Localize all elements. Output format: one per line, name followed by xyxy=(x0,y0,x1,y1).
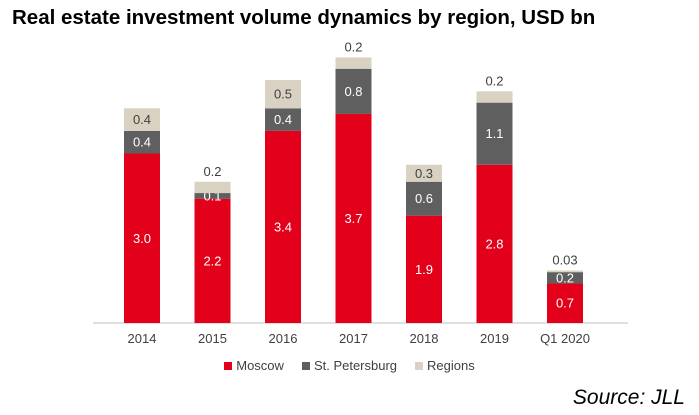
bar-moscow-2015 xyxy=(194,198,231,323)
legend: Moscow St. Petersburg Regions xyxy=(0,358,699,373)
legend-label-moscow: Moscow xyxy=(236,358,284,373)
data-label-regions-2017: 0.2 xyxy=(344,39,362,54)
legend-label-st-petersburg: St. Petersburg xyxy=(313,358,398,373)
data-label-moscow-2017: 3.7 xyxy=(344,211,362,226)
bar-moscow-2019 xyxy=(476,164,513,323)
data-label-st-petersburg-2017: 0.8 xyxy=(344,84,362,99)
data-label-regions-2014: 0.4 xyxy=(133,112,151,127)
bar-moscow-2017 xyxy=(335,113,372,323)
bar-regions-2016 xyxy=(265,80,301,109)
bar-moscow-2016 xyxy=(265,130,301,323)
data-label-moscow-2014: 3.0 xyxy=(133,231,151,246)
legend-swatch-st-petersburg xyxy=(301,361,310,370)
data-label-moscow-q1-2020: 0.7 xyxy=(556,296,574,311)
bar-moscow-2018 xyxy=(406,215,442,323)
x-tick-2019: 2019 xyxy=(480,331,509,346)
legend-item-moscow: Moscow xyxy=(224,358,284,373)
data-label-st-petersburg-2019: 1.1 xyxy=(485,126,503,141)
bar-regions-2014 xyxy=(124,108,160,131)
data-label-st-petersburg-2016: 0.4 xyxy=(274,112,292,127)
data-label-regions-q1-2020: 0.03 xyxy=(552,252,577,267)
data-label-moscow-2018: 1.9 xyxy=(415,262,433,277)
bar-st-petersburg-2018 xyxy=(406,181,442,216)
bar-st-petersburg-2015 xyxy=(194,193,231,199)
bars-group: 3.00.40.42.20.10.23.40.40.53.70.80.21.90… xyxy=(124,39,583,323)
x-tick-labels: 2014 2015 2016 2017 2018 2019 Q1 2020 xyxy=(128,331,590,346)
bar-st-petersburg-q1-2020 xyxy=(547,272,583,284)
bar-regions-2015 xyxy=(194,181,231,194)
data-label-moscow-2019: 2.8 xyxy=(485,236,503,251)
x-tick-2017: 2017 xyxy=(339,331,368,346)
legend-item-st-petersburg: St. Petersburg xyxy=(301,358,398,373)
x-tick-2018: 2018 xyxy=(410,331,439,346)
bar-st-petersburg-2019 xyxy=(476,102,513,165)
bar-st-petersburg-2017 xyxy=(335,68,372,114)
chart-title: Real estate investment volume dynamics b… xyxy=(12,6,596,29)
legend-swatch-moscow xyxy=(224,361,233,370)
data-label-moscow-2016: 3.4 xyxy=(274,219,292,234)
bar-st-petersburg-2014 xyxy=(124,130,160,154)
x-tick-2014: 2014 xyxy=(128,331,157,346)
data-label-regions-2016: 0.5 xyxy=(274,87,292,102)
legend-item-regions: Regions xyxy=(415,358,475,373)
data-label-st-petersburg-2014: 0.4 xyxy=(133,135,151,150)
data-label-st-petersburg-2018: 0.6 xyxy=(415,191,433,206)
legend-label-regions: Regions xyxy=(427,358,475,373)
x-tick-2016: 2016 xyxy=(269,331,298,346)
bar-regions-2017 xyxy=(335,57,372,69)
bar-regions-2018 xyxy=(406,164,442,182)
data-label-moscow-2015: 2.2 xyxy=(203,253,221,268)
bar-regions-q1-2020 xyxy=(547,270,583,273)
source-note: Source: JLL xyxy=(572,386,685,409)
data-label-regions-2018: 0.3 xyxy=(415,166,433,181)
legend-swatch-regions xyxy=(415,361,424,370)
data-label-st-petersburg-q1-2020: 0.2 xyxy=(556,270,574,285)
x-tick-q1-2020: Q1 2020 xyxy=(540,331,590,346)
bar-regions-2019 xyxy=(476,91,513,103)
x-tick-2015: 2015 xyxy=(198,331,227,346)
bar-moscow-2014 xyxy=(124,153,160,323)
data-label-regions-2019: 0.2 xyxy=(485,73,503,88)
data-label-regions-2015: 0.2 xyxy=(203,164,221,179)
bar-st-petersburg-2016 xyxy=(265,108,301,131)
bar-moscow-q1-2020 xyxy=(547,283,583,323)
